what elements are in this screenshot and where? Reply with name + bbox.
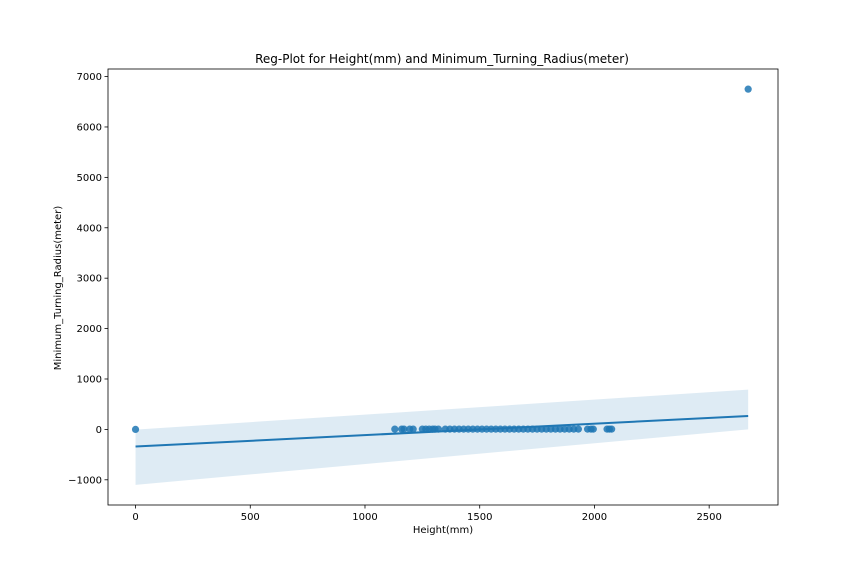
x-axis-label: Height(mm) (413, 525, 473, 536)
regression-line (135, 415, 749, 448)
y-tick-label: 1000 (77, 374, 102, 385)
scatter-point (589, 425, 597, 433)
x-tick-label: 1500 (467, 512, 492, 523)
x-tick-label: 0 (132, 512, 138, 523)
x-tick-label: 1000 (352, 512, 377, 523)
chart-title: Reg-Plot for Height(mm) and Minimum_Turn… (255, 52, 629, 66)
y-tick-label: 3000 (77, 274, 102, 285)
confidence-band (135, 389, 749, 485)
y-tick-label: 5000 (77, 173, 102, 184)
x-tick-label: 500 (241, 512, 260, 523)
scatter-point (391, 425, 399, 433)
y-axis-ticks: −1000 0 1000 2000 3000 4000 5000 6000 7000 (68, 72, 108, 486)
scatter-point (744, 85, 752, 93)
scatter-point (400, 425, 408, 433)
x-axis-ticks: 0 500 1000 1500 2000 2500 (132, 505, 722, 523)
y-tick-label: 0 (96, 425, 102, 436)
y-axis-label: Minimum_Turning_Radius(meter) (53, 206, 64, 371)
x-tick-label: 2500 (696, 512, 721, 523)
y-tick-label: 7000 (77, 72, 102, 83)
y-tick-label: 4000 (77, 223, 102, 234)
scatter-point (608, 425, 616, 433)
scatter-point (409, 425, 417, 433)
plot-area (131, 85, 752, 485)
y-tick-label: 6000 (77, 122, 102, 133)
scatter-point (574, 425, 582, 433)
axes-frame (107, 68, 779, 506)
y-tick-label: 2000 (77, 324, 102, 335)
scatter-point (131, 425, 140, 433)
y-tick-label: −1000 (68, 475, 102, 486)
x-tick-label: 2000 (582, 512, 607, 523)
